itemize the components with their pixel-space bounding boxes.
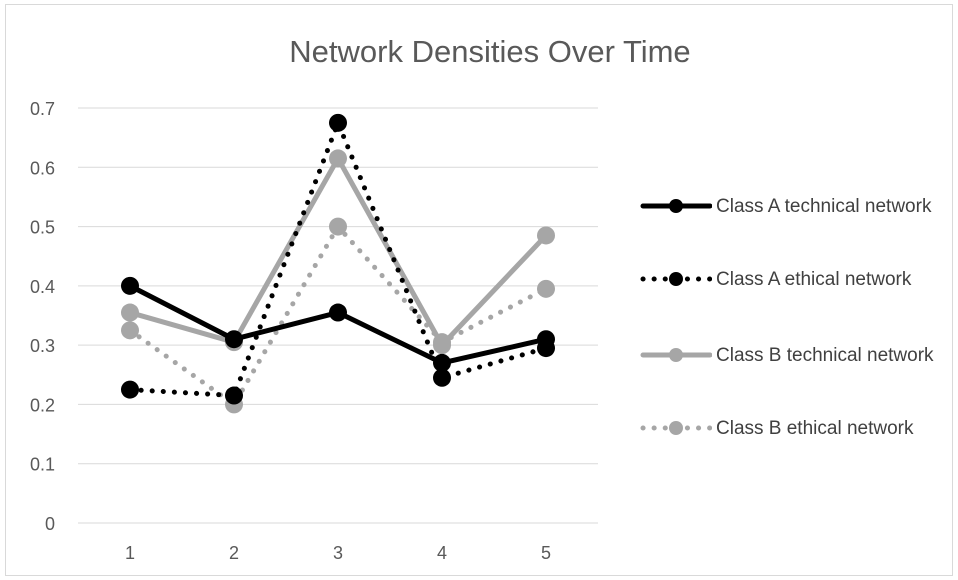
legend-item: Class B ethical network	[640, 418, 950, 480]
legend-item: Class B technical network	[640, 345, 950, 407]
legend-swatch	[640, 272, 712, 286]
y-tick-label: 0	[45, 514, 55, 534]
data-point	[433, 333, 451, 352]
legend-label: Class A technical network	[716, 196, 932, 217]
data-point	[329, 217, 347, 236]
data-point	[329, 149, 347, 168]
series-lines	[121, 113, 555, 414]
data-point	[433, 368, 451, 387]
data-point	[329, 303, 347, 322]
data-point	[329, 113, 347, 132]
x-tick-label: 3	[333, 543, 343, 563]
x-tick-label: 2	[229, 543, 239, 563]
data-point	[121, 303, 139, 322]
data-point	[537, 226, 555, 245]
legend-label: Class B technical network	[716, 345, 934, 366]
chart-frame	[5, 4, 953, 576]
data-point	[225, 330, 243, 349]
data-point	[121, 276, 139, 295]
chart-title: Network Densities Over Time	[289, 34, 691, 69]
y-tick-label: 0.2	[30, 395, 55, 415]
data-point	[121, 380, 139, 399]
legend-swatch	[640, 421, 712, 435]
y-tick-label: 0.3	[30, 336, 55, 356]
x-axis-ticks: 1 2 3 4 5	[125, 543, 551, 563]
legend-label: Class B ethical network	[716, 418, 914, 439]
y-tick-label: 0.7	[30, 99, 55, 119]
data-point	[121, 321, 139, 340]
y-tick-label: 0.6	[30, 158, 55, 178]
legend-item: Class A ethical network	[640, 269, 950, 331]
data-point	[537, 279, 555, 298]
series-1	[121, 276, 555, 372]
legend-swatch	[640, 199, 712, 213]
x-tick-label: 1	[125, 543, 135, 563]
series-3	[121, 149, 555, 355]
y-axis-ticks: 0 0.1 0.2 0.3 0.4 0.5 0.6 0.7	[30, 99, 55, 534]
y-tick-label: 0.1	[30, 455, 55, 475]
legend-swatch	[640, 348, 712, 362]
data-point	[433, 353, 451, 372]
series-2	[121, 113, 555, 405]
x-tick-label: 4	[437, 543, 447, 563]
y-tick-label: 0.4	[30, 277, 55, 297]
y-tick-label: 0.5	[30, 218, 55, 238]
data-point	[537, 330, 555, 349]
x-tick-label: 5	[541, 543, 551, 563]
legend-item: Class A technical network	[640, 196, 950, 258]
data-point	[225, 386, 243, 405]
legend-label: Class A ethical network	[716, 269, 912, 290]
series-line	[127, 283, 549, 366]
